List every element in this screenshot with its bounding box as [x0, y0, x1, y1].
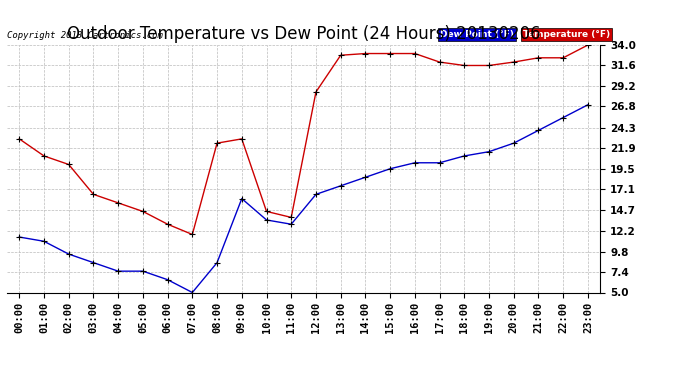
Text: Temperature (°F): Temperature (°F)	[523, 30, 610, 39]
Text: Dew Point (°F): Dew Point (°F)	[440, 30, 514, 39]
Title: Outdoor Temperature vs Dew Point (24 Hours) 20130206: Outdoor Temperature vs Dew Point (24 Hou…	[67, 26, 540, 44]
Text: Copyright 2013 Cartronics.com: Copyright 2013 Cartronics.com	[7, 31, 163, 40]
